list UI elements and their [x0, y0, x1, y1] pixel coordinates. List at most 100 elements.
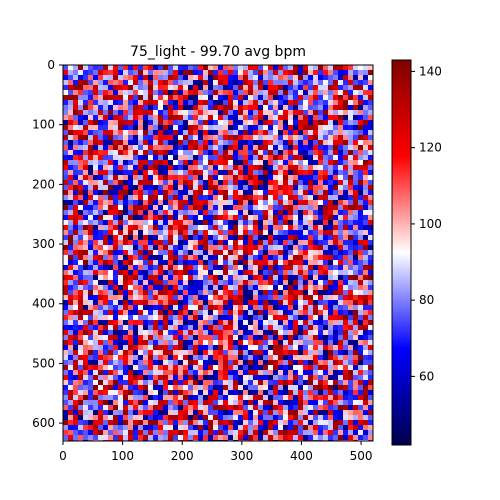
heatmap-cell — [183, 245, 188, 250]
heatmap-cell — [158, 90, 163, 95]
heatmap-cell — [293, 95, 298, 100]
heatmap-cell — [103, 305, 108, 310]
heatmap-cell — [68, 205, 73, 210]
heatmap-cell — [123, 370, 128, 375]
heatmap-cell — [248, 100, 253, 105]
heatmap-cell — [118, 160, 123, 165]
heatmap-cell — [313, 245, 318, 250]
heatmap-cell — [298, 215, 303, 220]
heatmap-cell — [233, 195, 238, 200]
heatmap-cell — [203, 115, 208, 120]
heatmap-cell — [293, 135, 298, 140]
heatmap-cell — [323, 205, 328, 210]
heatmap-cell — [283, 190, 288, 195]
heatmap-cell — [113, 235, 118, 240]
heatmap-cell — [98, 415, 103, 420]
heatmap-cell — [168, 355, 173, 360]
heatmap-cell — [143, 290, 148, 295]
heatmap-cell — [198, 355, 203, 360]
heatmap-cell — [63, 210, 68, 215]
heatmap-cell — [158, 255, 163, 260]
heatmap-cell — [313, 190, 318, 195]
heatmap-cell — [238, 190, 243, 195]
heatmap-cell — [223, 420, 228, 425]
heatmap-cell — [118, 85, 123, 90]
heatmap-cell — [78, 265, 83, 270]
heatmap-cell — [258, 415, 263, 420]
heatmap-cell — [128, 230, 133, 235]
heatmap-cell — [158, 155, 163, 160]
heatmap-cell — [268, 95, 273, 100]
heatmap-cell — [218, 160, 223, 165]
heatmap-cell — [173, 285, 178, 290]
heatmap-cell — [68, 345, 73, 350]
heatmap-cell — [238, 195, 243, 200]
heatmap-cell — [303, 235, 308, 240]
heatmap-cell — [328, 310, 333, 315]
heatmap-cell — [163, 415, 168, 420]
heatmap-cell — [83, 345, 88, 350]
heatmap-cell — [243, 305, 248, 310]
heatmap-cell — [283, 165, 288, 170]
heatmap-cell — [148, 370, 153, 375]
heatmap-cell — [358, 135, 363, 140]
heatmap-cell — [248, 390, 253, 395]
heatmap-cell — [353, 275, 358, 280]
heatmap-cell — [83, 265, 88, 270]
heatmap-cell — [128, 330, 133, 335]
heatmap-cell — [213, 385, 218, 390]
heatmap-cell — [283, 355, 288, 360]
heatmap-cell — [173, 235, 178, 240]
heatmap-cell — [103, 265, 108, 270]
heatmap-cell — [158, 270, 163, 275]
heatmap-cell — [363, 65, 368, 70]
heatmap-cell — [353, 410, 358, 415]
heatmap-cell — [353, 310, 358, 315]
heatmap-cell — [123, 290, 128, 295]
heatmap-cell — [293, 400, 298, 405]
heatmap-cell — [133, 260, 138, 265]
heatmap-cell — [68, 125, 73, 130]
heatmap-cell — [248, 190, 253, 195]
heatmap-cell — [298, 135, 303, 140]
heatmap-cell — [98, 355, 103, 360]
heatmap-cell — [273, 330, 278, 335]
heatmap-cell — [63, 355, 68, 360]
heatmap-cell — [63, 85, 68, 90]
heatmap-cell — [123, 135, 128, 140]
heatmap-cell — [288, 385, 293, 390]
heatmap-cell — [233, 100, 238, 105]
heatmap-cell — [138, 200, 143, 205]
heatmap-cell — [298, 265, 303, 270]
heatmap-cell — [283, 430, 288, 435]
heatmap-cell — [313, 300, 318, 305]
heatmap-cell — [243, 370, 248, 375]
heatmap-cell — [168, 85, 173, 90]
heatmap-cell — [313, 170, 318, 175]
heatmap-cell — [198, 120, 203, 125]
heatmap-cell — [338, 340, 343, 345]
heatmap-cell — [263, 240, 268, 245]
heatmap-cell — [253, 410, 258, 415]
heatmap-cell — [323, 170, 328, 175]
heatmap-cell — [368, 160, 373, 165]
heatmap-cell — [93, 80, 98, 85]
heatmap-cell — [113, 185, 118, 190]
heatmap-cell — [273, 150, 278, 155]
heatmap-cell — [278, 335, 283, 340]
heatmap-cell — [183, 150, 188, 155]
heatmap-cell — [63, 205, 68, 210]
heatmap-cell — [193, 310, 198, 315]
heatmap-cell — [163, 330, 168, 335]
heatmap-cell — [323, 275, 328, 280]
heatmap-cell — [93, 160, 98, 165]
heatmap-cell — [363, 195, 368, 200]
heatmap-cell — [368, 200, 373, 205]
heatmap-cell — [238, 105, 243, 110]
heatmap-cell — [98, 210, 103, 215]
heatmap-cell — [233, 365, 238, 370]
heatmap-cell — [73, 350, 78, 355]
heatmap-cell — [108, 370, 113, 375]
heatmap-cell — [248, 340, 253, 345]
heatmap-cell — [268, 370, 273, 375]
